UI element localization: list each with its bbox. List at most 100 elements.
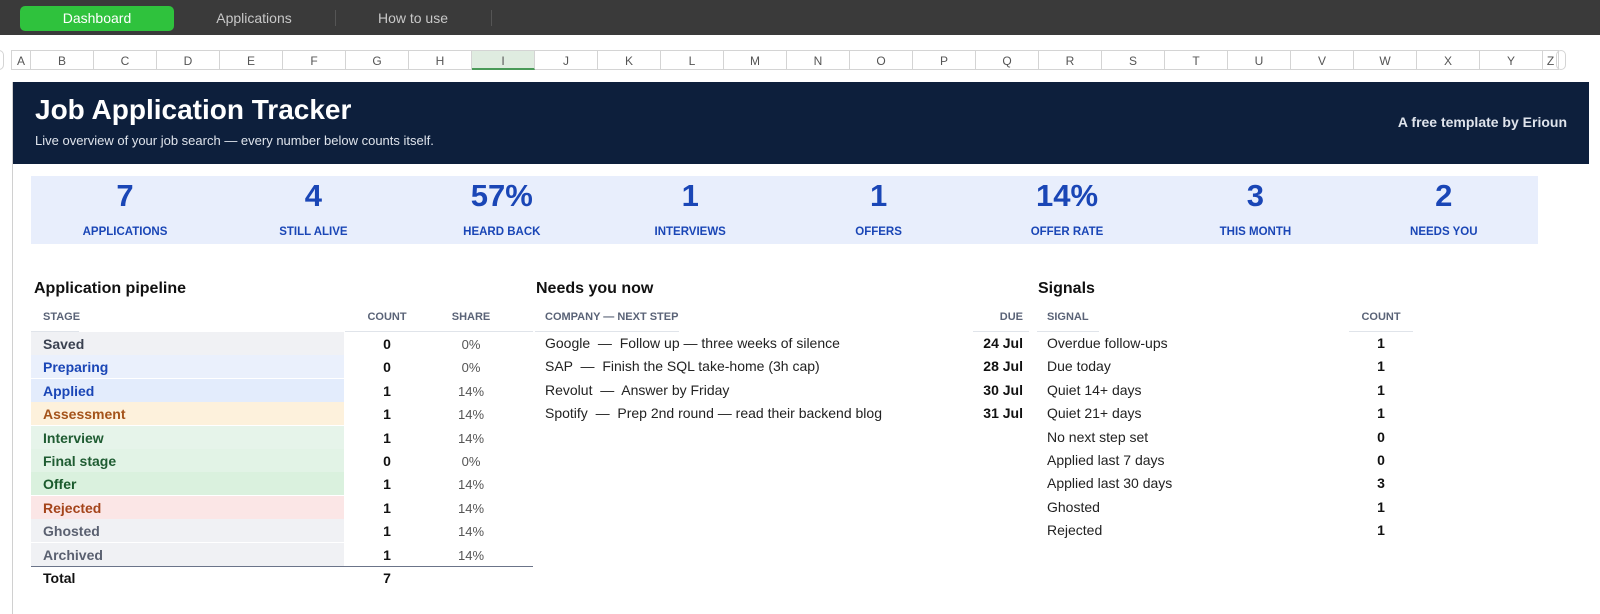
column-header-s[interactable]: S [1102, 50, 1165, 70]
table-row: Rejected 1 14% [31, 495, 533, 519]
header-underline [345, 331, 533, 332]
stage-cell: Offer [31, 472, 344, 496]
column-header-c[interactable]: C [94, 50, 157, 70]
header-underline [535, 331, 679, 332]
column-header-k[interactable]: K [598, 50, 661, 70]
signal-count: 1 [1377, 335, 1385, 351]
signals-header-signal: SIGNAL [1047, 311, 1089, 323]
needs-header-company: COMPANY — NEXT STEP [545, 311, 679, 323]
column-header-f[interactable]: F [283, 50, 346, 70]
stage-share: 14% [457, 524, 485, 540]
kpi-label: INTERVIEWS [654, 226, 726, 238]
column-header-q[interactable]: Q [976, 50, 1039, 70]
stage-count: 0 [383, 453, 391, 469]
due-date: 28 Jul [983, 358, 1023, 375]
table-row: Applied 1 14% [31, 378, 533, 402]
stage-share: 14% [457, 547, 485, 563]
stage-cell: Final stage [31, 449, 344, 472]
column-header-e[interactable]: E [220, 50, 283, 70]
column-header-v[interactable]: V [1291, 50, 1354, 70]
kpi-strip: 7 APPLICATIONS 4 STILL ALIVE 57% HEARD BACK 1 I… [31, 176, 1538, 244]
kpi-card: 2 NEEDS YOU [1350, 176, 1538, 244]
signal-count: 1 [1377, 381, 1385, 398]
table-row: Final stage 0 0% [31, 449, 533, 472]
column-header-y[interactable]: Y [1480, 50, 1543, 70]
tab-applications[interactable]: Applications [216, 10, 292, 26]
stage-count: 1 [383, 429, 391, 446]
kpi-card: 4 STILL ALIVE [219, 176, 407, 244]
column-header-m[interactable]: M [724, 50, 787, 70]
tab-separator [335, 10, 336, 26]
column-header-u[interactable]: U [1228, 50, 1291, 70]
header-underline [1349, 331, 1413, 332]
pipeline-total-label: Total [43, 570, 76, 586]
needs-title: Needs you now [536, 280, 654, 297]
kpi-card: 7 APPLICATIONS [31, 176, 219, 244]
column-header-l[interactable]: L [661, 50, 724, 70]
signal-count: 3 [1377, 475, 1385, 492]
due-date: 30 Jul [983, 381, 1023, 398]
column-header-i[interactable]: I [472, 50, 535, 70]
pipeline-header-count: COUNT [367, 311, 407, 323]
signal-label: Applied last 7 days [1047, 452, 1165, 468]
stage-count: 1 [383, 406, 391, 423]
column-header-o[interactable]: O [850, 50, 913, 70]
kpi-label: NEEDS YOU [1410, 226, 1478, 238]
table-row: Preparing 0 0% [31, 355, 533, 379]
stage-count: 1 [383, 382, 391, 399]
stage-share: 0% [461, 337, 481, 352]
column-header-cap-right [1556, 50, 1566, 70]
kpi-card: 1 OFFERS [785, 176, 973, 244]
signal-label: Quiet 21+ days [1047, 405, 1142, 422]
pipeline-title: Application pipeline [34, 280, 187, 297]
kpi-value: 1 [681, 178, 699, 213]
column-header-p[interactable]: P [913, 50, 976, 70]
column-header-t[interactable]: T [1165, 50, 1228, 70]
column-header-n[interactable]: N [787, 50, 850, 70]
page-subtitle: Live overview of your job search — every… [35, 133, 434, 148]
column-header-j[interactable]: J [535, 50, 598, 70]
stage-count: 0 [383, 359, 391, 376]
header-banner: Job Application Tracker Live overview of… [13, 82, 1589, 164]
column-header-b[interactable]: B [31, 50, 94, 70]
stage-count: 0 [383, 336, 391, 352]
stage-count: 1 [383, 546, 391, 563]
stage-cell: Saved [31, 332, 344, 355]
column-header-r[interactable]: R [1039, 50, 1102, 70]
stage-cell: Rejected [31, 495, 344, 519]
table-row: Saved 0 0% [31, 332, 533, 355]
column-header-a[interactable]: A [11, 50, 31, 70]
list-item: Google — Follow up — three weeks of sile… [545, 335, 840, 351]
stage-count: 1 [383, 499, 391, 516]
stage-count: 1 [383, 523, 391, 540]
tab-dashboard[interactable]: Dashboard [20, 6, 174, 31]
column-header-g[interactable]: G [346, 50, 409, 70]
pipeline-header-stage: STAGE [43, 311, 81, 323]
stage-count: 1 [383, 476, 391, 493]
stage-cell: Assessment [31, 402, 344, 426]
column-header-x[interactable]: X [1417, 50, 1480, 70]
table-row: Ghosted 1 14% [31, 519, 533, 543]
stage-cell: Interview [31, 425, 344, 449]
kpi-label: STILL ALIVE [279, 226, 348, 238]
table-row: Archived 1 14% [31, 542, 533, 566]
column-header-h[interactable]: H [409, 50, 472, 70]
signal-label: Quiet 14+ days [1047, 381, 1142, 398]
kpi-label: THIS MONTH [1219, 226, 1292, 238]
stage-name: Interview [43, 429, 104, 446]
pipeline-total-count: 7 [383, 570, 391, 586]
signal-label: Due today [1047, 358, 1111, 375]
stage-name: Archived [43, 546, 103, 563]
table-row: Offer 1 14% [31, 472, 533, 496]
signal-count: 1 [1377, 498, 1385, 515]
tab-how-to-use[interactable]: How to use [377, 10, 449, 26]
column-header-d[interactable]: D [157, 50, 220, 70]
kpi-value: 2 [1435, 178, 1453, 213]
column-header-w[interactable]: W [1354, 50, 1417, 70]
signal-count: 0 [1377, 428, 1385, 445]
stage-name: Assessment [43, 406, 126, 423]
kpi-label: OFFERS [855, 226, 902, 238]
stage-share: 14% [457, 477, 485, 493]
stage-share: 0% [461, 360, 481, 376]
